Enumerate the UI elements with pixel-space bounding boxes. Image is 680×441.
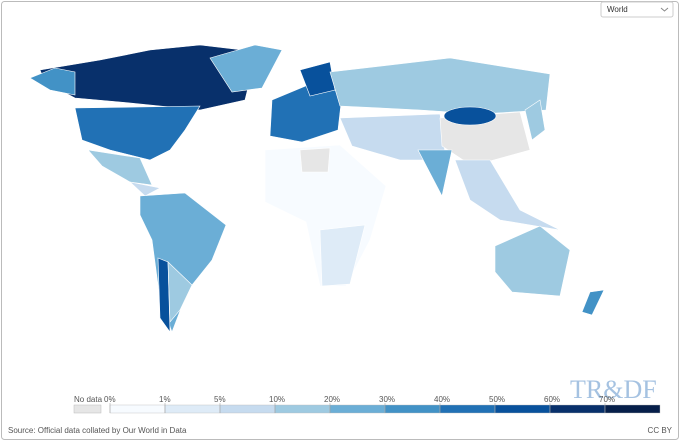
greenland [209, 44, 283, 93]
australia [494, 225, 571, 297]
legend-swatch [549, 404, 606, 414]
legend-swatch [604, 404, 661, 414]
legend-swatch [219, 404, 276, 414]
legend-tick-label: 30% [379, 395, 395, 404]
legend-swatch [329, 404, 386, 414]
dropdown-label[interactable]: World [607, 5, 628, 14]
alaska [29, 67, 76, 96]
chile [157, 257, 171, 333]
legend-swatch [109, 404, 166, 414]
legend-swatch [274, 404, 331, 414]
usa [74, 105, 201, 161]
legend-tick-label: 40% [434, 395, 450, 404]
legend-swatch [439, 404, 496, 414]
source-note: Source: Official data collated by Our Wo… [8, 426, 187, 435]
central-america [129, 181, 161, 197]
legend-tick-label: 20% [324, 395, 340, 404]
north-africa-nodata [299, 147, 331, 173]
watermark-logo: TR&DF [570, 375, 657, 404]
southern-africa [319, 224, 366, 287]
argentina [167, 261, 193, 323]
world-map [29, 44, 605, 333]
china [439, 111, 531, 167]
russia [329, 57, 551, 115]
legend-tick-label: 50% [489, 395, 505, 404]
legend-tick-label: 0% [104, 395, 116, 404]
legend-tick-label: 1% [159, 395, 171, 404]
legend-no-data-label: No data [74, 395, 103, 404]
dropdown-box[interactable] [600, 1, 674, 18]
legend-swatch [384, 404, 441, 414]
legend-tick-label: 10% [269, 395, 285, 404]
legend-tick-label: 5% [214, 395, 226, 404]
dropdown[interactable]: World [600, 1, 674, 18]
legend: No data 0% 1% 5% 10% 20% 30% 40% 50% 60% 70% [73, 395, 661, 414]
license: CC BY [648, 426, 673, 435]
mongolia [443, 106, 497, 126]
legend-no-data-swatch [73, 404, 102, 414]
japan [524, 99, 546, 141]
legend-swatch [494, 404, 551, 414]
india [417, 149, 453, 197]
legend-tick-label: 70% [599, 395, 615, 404]
southeast-asia [454, 159, 561, 231]
new-zealand [581, 289, 605, 316]
mexico [87, 149, 153, 186]
dropdown-arrow[interactable] [660, 7, 669, 12]
legend-tick-label: 60% [544, 395, 560, 404]
legend-swatch [164, 404, 221, 414]
